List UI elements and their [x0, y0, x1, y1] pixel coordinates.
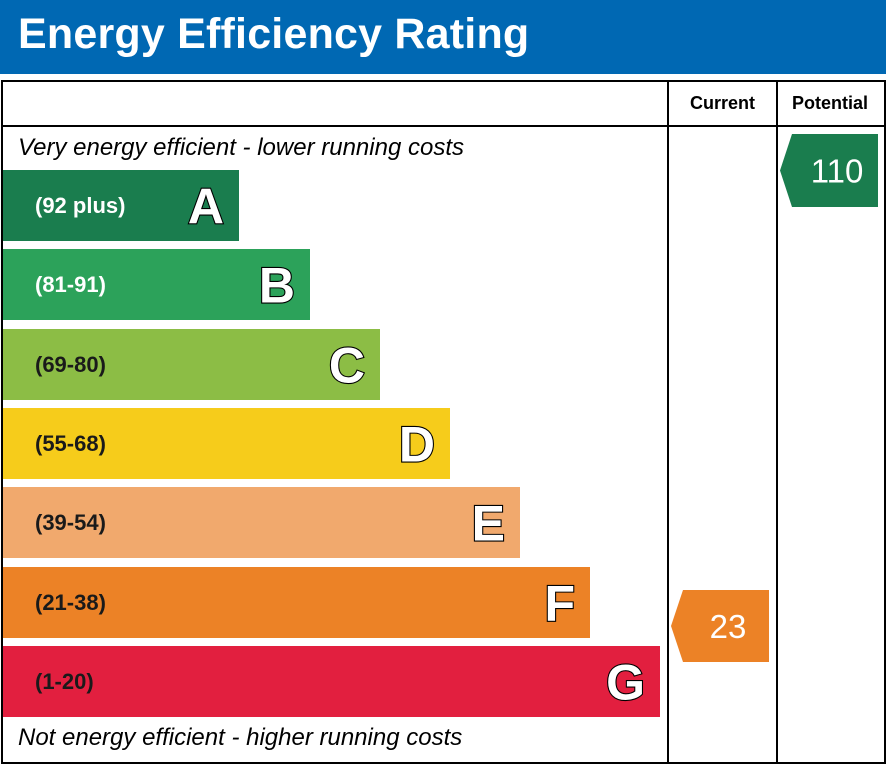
band-range-label: (55-68)	[35, 431, 106, 456]
band-letter-c: C	[329, 338, 365, 394]
band-a: (92 plus)	[3, 170, 239, 241]
band-letter-f: F	[544, 576, 575, 632]
current-rating-arrow	[671, 590, 769, 662]
potential-rating-arrow	[780, 134, 878, 207]
band-range-label: (69-80)	[35, 352, 106, 377]
band-letter-a: A	[188, 179, 224, 235]
band-g: (1-20)	[3, 646, 660, 717]
band-range-label: (1-20)	[35, 669, 94, 694]
top-note: Very energy efficient - lower running co…	[18, 134, 464, 161]
rating-frame	[1, 80, 886, 764]
band-letter-g: G	[606, 655, 645, 711]
band-b: (81-91)	[3, 249, 310, 320]
header-row-divider	[1, 125, 884, 127]
page-title: Energy Efficiency Rating	[18, 10, 530, 58]
current-column-header: Current	[689, 93, 755, 113]
bottom-note: Not energy efficient - higher running co…	[18, 724, 463, 751]
band-range-label: (39-54)	[35, 510, 106, 535]
band-range-label: (92 plus)	[35, 193, 126, 218]
band-range-label: (81-91)	[35, 272, 106, 297]
potential-column-header: Potential	[791, 93, 868, 113]
band-letter-e: E	[472, 496, 505, 552]
band-letter-b: B	[259, 258, 295, 314]
band-range-label: (21-38)	[35, 590, 106, 615]
band-c: (69-80)	[3, 329, 380, 400]
band-d: (55-68)	[3, 408, 450, 479]
current-column-divider	[667, 80, 669, 764]
band-e: (39-54)	[3, 487, 520, 558]
band-f: (21-38)	[3, 567, 590, 638]
potential-column-divider	[776, 80, 778, 764]
potential-rating-value: 110	[811, 153, 864, 190]
header: Energy Efficiency Rating	[0, 0, 886, 74]
band-letter-d: D	[399, 417, 435, 473]
current-rating-value: 23	[710, 608, 747, 645]
